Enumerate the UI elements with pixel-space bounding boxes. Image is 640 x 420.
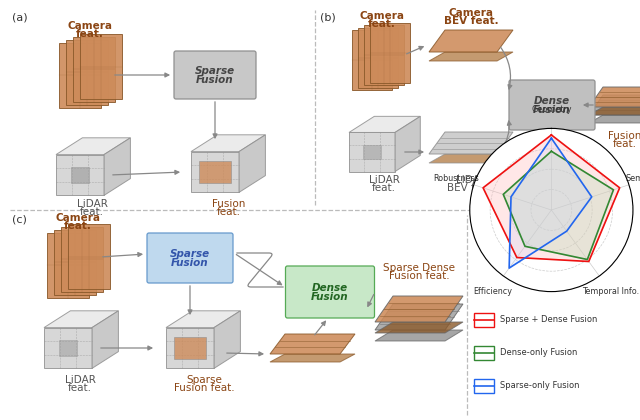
Polygon shape [375, 304, 463, 330]
Text: LiDAR: LiDAR [65, 375, 95, 385]
Polygon shape [270, 334, 355, 354]
Polygon shape [429, 52, 513, 61]
Text: BEV feat.: BEV feat. [444, 16, 499, 26]
Text: Camera: Camera [449, 8, 493, 18]
Bar [364, 25, 404, 85]
Polygon shape [56, 138, 131, 155]
Text: LiDAR: LiDAR [77, 199, 108, 209]
Text: Sparse-only Fusion: Sparse-only Fusion [500, 381, 580, 390]
Text: Camera: Camera [360, 11, 404, 21]
Text: Fusion: Fusion [533, 105, 571, 115]
Polygon shape [375, 296, 463, 322]
Polygon shape [375, 322, 463, 333]
Text: Fusion feat.: Fusion feat. [173, 383, 234, 393]
Text: feat.: feat. [613, 139, 637, 149]
Text: Fusion: Fusion [311, 292, 349, 302]
Polygon shape [239, 135, 266, 192]
Polygon shape [44, 311, 118, 328]
Polygon shape [429, 30, 513, 52]
Text: Sparse: Sparse [186, 375, 222, 385]
Text: Sparse Dense: Sparse Dense [383, 263, 455, 273]
Bar [59, 42, 101, 108]
Polygon shape [191, 135, 266, 152]
Text: Fusion feat.: Fusion feat. [388, 271, 449, 281]
Polygon shape [166, 311, 241, 328]
Text: (a): (a) [12, 12, 28, 22]
Text: BEV feat.: BEV feat. [447, 183, 495, 193]
Polygon shape [503, 151, 614, 260]
FancyBboxPatch shape [174, 51, 256, 99]
Polygon shape [349, 132, 395, 171]
Text: Camera: Camera [67, 21, 113, 31]
Text: LiDAR: LiDAR [369, 175, 399, 185]
FancyBboxPatch shape [285, 266, 374, 318]
Text: Camera: Camera [56, 213, 100, 223]
Polygon shape [364, 144, 381, 160]
Polygon shape [375, 330, 463, 341]
Polygon shape [71, 167, 89, 183]
Bar [68, 224, 110, 289]
Text: Dense: Dense [312, 283, 348, 293]
Polygon shape [395, 116, 420, 171]
Polygon shape [589, 115, 640, 123]
Text: Fusion: Fusion [608, 131, 640, 141]
Polygon shape [174, 337, 205, 359]
Polygon shape [56, 155, 104, 195]
Polygon shape [166, 328, 214, 368]
Text: feat.: feat. [64, 221, 92, 231]
Text: feat.: feat. [80, 207, 104, 217]
Text: Fusion: Fusion [196, 75, 234, 85]
Polygon shape [270, 354, 355, 362]
Text: LiDAR: LiDAR [456, 175, 486, 185]
Bar [54, 230, 96, 295]
Polygon shape [104, 138, 131, 195]
Bar [47, 233, 89, 297]
Polygon shape [589, 87, 640, 107]
FancyBboxPatch shape [147, 233, 233, 283]
Polygon shape [429, 154, 513, 163]
Polygon shape [589, 95, 640, 115]
Polygon shape [349, 116, 420, 132]
Text: feat.: feat. [372, 183, 396, 193]
Polygon shape [483, 135, 620, 262]
Text: (c): (c) [12, 215, 27, 225]
Text: Fusion: Fusion [212, 199, 246, 209]
Text: feat.: feat. [76, 29, 104, 39]
Bar [352, 30, 392, 90]
Text: Dense-only Fusion: Dense-only Fusion [500, 348, 578, 357]
Text: Sparse + Dense Fusion: Sparse + Dense Fusion [500, 315, 598, 324]
Polygon shape [214, 311, 241, 368]
Text: feat.: feat. [368, 19, 396, 29]
Polygon shape [509, 138, 592, 268]
Text: Dense: Dense [534, 96, 570, 106]
Bar [61, 227, 103, 292]
Text: (b): (b) [320, 12, 336, 22]
Polygon shape [92, 311, 118, 368]
Polygon shape [44, 328, 92, 368]
Bar [370, 23, 410, 83]
Text: feat.: feat. [217, 207, 241, 217]
Text: Sparse: Sparse [170, 249, 210, 259]
Polygon shape [429, 132, 513, 154]
Polygon shape [59, 340, 77, 356]
Bar [73, 37, 115, 102]
Text: Sparse: Sparse [195, 66, 235, 76]
Text: feat.: feat. [68, 383, 92, 393]
Text: (d): (d) [482, 215, 498, 225]
Bar [358, 28, 398, 88]
Bar [66, 40, 108, 105]
Bar [80, 34, 122, 99]
Polygon shape [589, 107, 640, 115]
Text: Fusion: Fusion [171, 258, 209, 268]
FancyBboxPatch shape [509, 80, 595, 130]
Polygon shape [200, 161, 230, 183]
Polygon shape [191, 152, 239, 192]
